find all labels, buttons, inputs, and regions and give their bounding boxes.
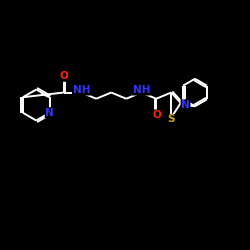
Text: S: S <box>168 114 175 124</box>
Text: N: N <box>45 108 54 118</box>
Text: N: N <box>181 100 190 110</box>
Text: N: N <box>181 100 190 110</box>
Text: O: O <box>152 110 161 120</box>
Text: NH: NH <box>132 85 150 95</box>
Text: NH: NH <box>72 85 90 95</box>
Text: S: S <box>168 114 175 124</box>
Text: NH: NH <box>72 85 90 95</box>
Text: O: O <box>60 71 68 81</box>
Text: O: O <box>152 110 161 120</box>
Text: O: O <box>60 71 68 81</box>
Text: NH: NH <box>132 85 150 95</box>
Text: N: N <box>45 108 54 118</box>
